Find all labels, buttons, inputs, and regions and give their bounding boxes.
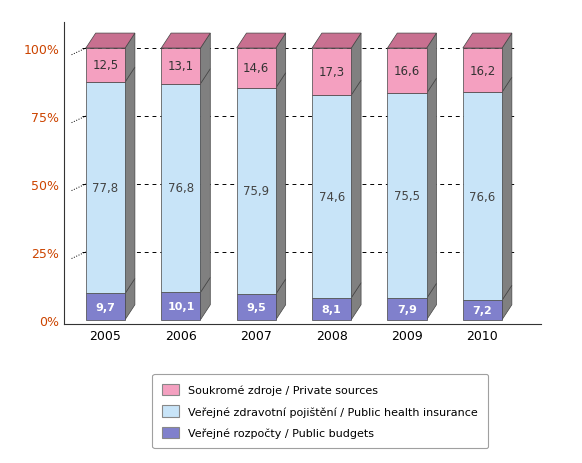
- Polygon shape: [237, 34, 286, 49]
- Polygon shape: [86, 294, 125, 320]
- Text: 16,2: 16,2: [469, 64, 496, 77]
- Polygon shape: [502, 78, 512, 300]
- Polygon shape: [125, 34, 135, 83]
- Polygon shape: [388, 34, 436, 49]
- Polygon shape: [427, 79, 436, 299]
- Polygon shape: [86, 49, 125, 83]
- Polygon shape: [502, 286, 512, 320]
- Text: 75,9: 75,9: [243, 185, 269, 198]
- Polygon shape: [312, 96, 352, 298]
- Polygon shape: [125, 68, 135, 294]
- Text: 13,1: 13,1: [168, 60, 194, 73]
- Polygon shape: [237, 49, 276, 88]
- Text: 7,9: 7,9: [397, 304, 417, 314]
- Polygon shape: [161, 84, 200, 293]
- Polygon shape: [427, 34, 436, 94]
- Text: 76,6: 76,6: [469, 190, 496, 203]
- Polygon shape: [237, 88, 276, 294]
- Text: 8,1: 8,1: [322, 304, 342, 314]
- Polygon shape: [352, 81, 361, 298]
- Polygon shape: [352, 283, 361, 320]
- Polygon shape: [86, 34, 135, 49]
- Polygon shape: [200, 278, 210, 320]
- Polygon shape: [86, 83, 125, 294]
- Polygon shape: [200, 69, 210, 293]
- Polygon shape: [388, 49, 427, 94]
- Text: 10,1: 10,1: [167, 301, 194, 311]
- Text: 7,2: 7,2: [473, 305, 492, 315]
- Text: 74,6: 74,6: [318, 190, 345, 203]
- Polygon shape: [276, 74, 286, 294]
- Text: 75,5: 75,5: [394, 190, 420, 203]
- Polygon shape: [427, 284, 436, 320]
- Polygon shape: [276, 279, 286, 320]
- Polygon shape: [463, 300, 502, 320]
- Text: 9,5: 9,5: [246, 302, 266, 312]
- Polygon shape: [237, 294, 276, 320]
- Polygon shape: [502, 34, 512, 93]
- Polygon shape: [388, 94, 427, 299]
- Polygon shape: [161, 49, 200, 84]
- Polygon shape: [463, 34, 512, 49]
- Text: 16,6: 16,6: [394, 65, 420, 78]
- Text: 12,5: 12,5: [93, 59, 119, 72]
- Polygon shape: [388, 299, 427, 320]
- Text: 76,8: 76,8: [168, 182, 194, 195]
- Polygon shape: [312, 298, 352, 320]
- Polygon shape: [125, 279, 135, 320]
- Polygon shape: [463, 93, 502, 300]
- Text: 77,8: 77,8: [93, 182, 119, 195]
- Polygon shape: [312, 49, 352, 96]
- Text: 9,7: 9,7: [95, 302, 115, 312]
- Polygon shape: [312, 34, 361, 49]
- Polygon shape: [352, 34, 361, 96]
- Polygon shape: [200, 34, 210, 84]
- Polygon shape: [463, 49, 502, 93]
- Polygon shape: [161, 34, 210, 49]
- Polygon shape: [161, 293, 200, 320]
- Text: 17,3: 17,3: [318, 66, 345, 79]
- Legend: Soukromé zdroje / Private sources, Veřejné zdravotní pojištění / Public health i: Soukromé zdroje / Private sources, Veřej…: [152, 374, 488, 448]
- Polygon shape: [276, 34, 286, 88]
- Text: 14,6: 14,6: [243, 62, 269, 75]
